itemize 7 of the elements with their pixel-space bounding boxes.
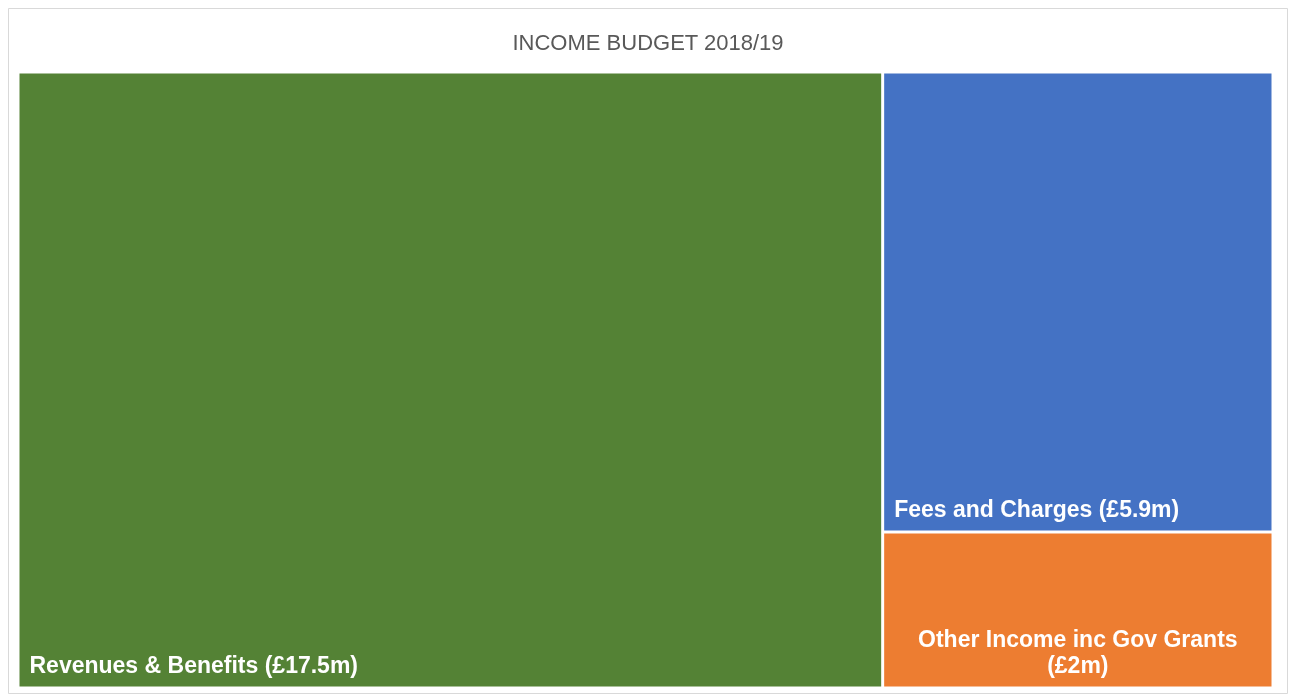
text: INCOME BUDGET 2018/19 <box>512 30 784 56</box>
data-label: (£5.9m) <box>1098 495 1180 522</box>
category-label: Revenues & Benefits <box>29 651 259 678</box>
category-label: Fees and Charges <box>894 495 1093 522</box>
data-label: (£2m) <box>1047 651 1109 678</box>
category-label: Other Income inc Gov Grants <box>918 625 1238 652</box>
data-label: (£17.5m) <box>264 651 359 678</box>
